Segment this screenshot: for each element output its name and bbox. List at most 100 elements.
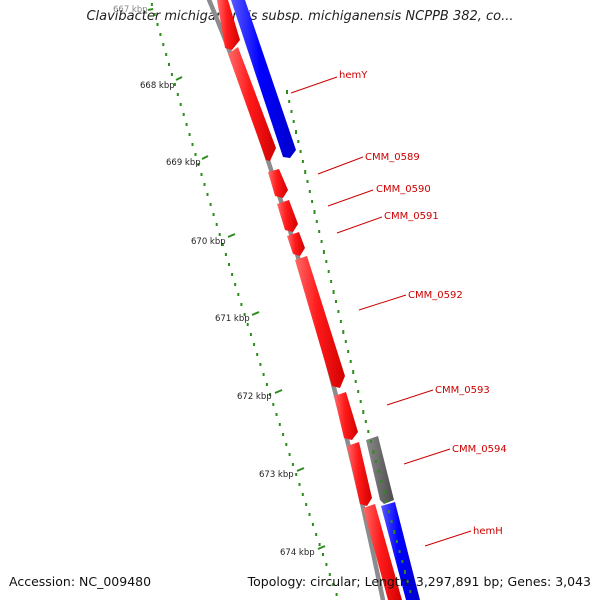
ruler-dot xyxy=(194,153,197,156)
ruler-dot xyxy=(308,513,311,516)
accession-text: Accession: NC_009480 xyxy=(9,574,152,589)
ruler-dot xyxy=(259,363,262,366)
reverse-track-dot xyxy=(388,510,390,513)
ruler-dot xyxy=(206,193,209,196)
reverse-track-dot xyxy=(335,300,337,303)
ruler-label: 674 kbp xyxy=(280,548,315,558)
reverse-track-dot xyxy=(395,540,398,543)
leader-CMM_0592 xyxy=(358,294,407,311)
ruler-tick xyxy=(147,8,154,11)
reverse-track-dot xyxy=(367,430,370,433)
reverse-track-dot xyxy=(375,460,377,463)
ruler-dot xyxy=(237,293,240,296)
ruler-dot xyxy=(246,323,249,326)
ruler-label: 670 kbp xyxy=(191,237,226,247)
feature-CMM_0591[interactable] xyxy=(287,232,305,256)
ruler-dot xyxy=(269,393,272,396)
ruler-dot xyxy=(156,23,159,26)
feature-CMM_0589[interactable] xyxy=(268,169,288,198)
reverse-track-dot xyxy=(380,480,383,483)
reverse-track-dot xyxy=(308,190,311,193)
ruler-dot xyxy=(325,563,328,566)
reverse-track-dot xyxy=(315,220,318,223)
reverse-track-dot xyxy=(385,500,388,503)
ruler-dot xyxy=(212,213,215,216)
ruler-dot xyxy=(291,463,294,466)
reverse-track-dot xyxy=(393,530,396,534)
reverse-track-dot xyxy=(369,440,372,443)
ruler-dot xyxy=(228,263,230,266)
reverse-track-dot xyxy=(290,110,293,113)
ruler-dot xyxy=(197,163,200,166)
ruler-dot xyxy=(318,543,321,546)
leader-CMM_0590 xyxy=(327,189,374,207)
ruler-label: 673 kbp xyxy=(259,470,294,480)
reverse-track-dot xyxy=(306,180,309,183)
feature-label-CMM_0590[interactable]: CMM_0590 xyxy=(376,184,431,195)
ruler-ticks xyxy=(147,8,326,550)
ruler-dot xyxy=(153,13,156,16)
ruler-label: 667 kbp xyxy=(113,5,148,15)
ruler-dot xyxy=(328,573,331,576)
feature-hemY[interactable] xyxy=(228,47,276,161)
ruler-dot xyxy=(301,493,304,496)
ruler-dot xyxy=(200,173,203,176)
feature-label-CMM_0593[interactable]: CMM_0593 xyxy=(435,385,490,396)
ruler-dot xyxy=(234,283,237,286)
ruler-tick xyxy=(296,467,305,472)
leader-CMM_0593 xyxy=(386,389,434,406)
reverse-track-dot xyxy=(339,320,342,323)
ruler-dot xyxy=(218,233,221,236)
ruler-dot xyxy=(262,373,265,376)
feature-blue-upstream[interactable] xyxy=(231,0,296,158)
reverse-track-dot xyxy=(325,260,328,263)
ruler-dot xyxy=(215,223,218,226)
ruler-tick xyxy=(251,311,260,316)
reverse-track-dot xyxy=(299,150,302,153)
leader-hemH xyxy=(424,530,472,547)
ruler-dotted-track xyxy=(150,3,338,596)
feature-CMM_0593[interactable] xyxy=(334,392,358,440)
leader-CMM_0591 xyxy=(336,216,383,234)
ruler-label: 668 kbp xyxy=(140,81,175,91)
reverse-track-dot xyxy=(364,420,367,423)
feature-red-downstream-2[interactable] xyxy=(363,504,402,600)
ruler-tick xyxy=(227,233,236,238)
reverse-track-dot xyxy=(406,580,409,583)
ruler-dot xyxy=(305,503,308,506)
ruler-labels: 667 kbp 668 kbp 669 kbp 670 kbp 671 kbp … xyxy=(113,5,315,558)
feature-label-CMM_0591[interactable]: CMM_0591 xyxy=(384,211,439,222)
feature-label-CMM_0589[interactable]: CMM_0589 xyxy=(365,152,420,163)
ruler-dot xyxy=(173,83,176,86)
ruler-dot xyxy=(170,73,173,76)
reverse-track-dot xyxy=(362,410,365,414)
reverse-track-dot xyxy=(297,140,300,143)
ruler-dot xyxy=(221,243,224,246)
reverse-track-dot xyxy=(320,240,323,243)
feature-label-hemH[interactable]: hemH xyxy=(473,526,503,537)
reverse-track-dot xyxy=(288,100,291,103)
ruler-dot xyxy=(165,53,168,56)
feature-label-CMM_0594[interactable]: CMM_0594 xyxy=(452,444,507,455)
reverse-track-dot xyxy=(318,230,321,233)
reverse-track-dot xyxy=(372,450,375,454)
ruler-dot xyxy=(285,443,288,446)
feature-CMM_0592[interactable] xyxy=(295,256,345,388)
feature-label-CMM_0592[interactable]: CMM_0592 xyxy=(408,290,463,301)
feature-red-downstream-1[interactable] xyxy=(347,442,372,506)
ruler-dot xyxy=(253,343,256,346)
feature-segment-upstream[interactable] xyxy=(217,0,240,50)
feature-CMM_0590[interactable] xyxy=(277,200,298,232)
feature-labels: hemY CMM_0589 CMM_0590 CMM_0591 CMM_0592… xyxy=(339,70,507,537)
reverse-track-dot xyxy=(330,280,333,283)
ruler-dot xyxy=(272,403,275,406)
ruler-label: 669 kbp xyxy=(166,158,201,168)
ruler-label: 672 kbp xyxy=(237,392,272,402)
feature-label-hemY[interactable]: hemY xyxy=(339,70,368,81)
reverse-track-dot xyxy=(357,390,360,393)
ruler-dot xyxy=(162,43,165,46)
ruler-dot xyxy=(288,453,291,456)
reverse-track-dot xyxy=(359,400,362,403)
label-leader-lines xyxy=(290,76,472,547)
